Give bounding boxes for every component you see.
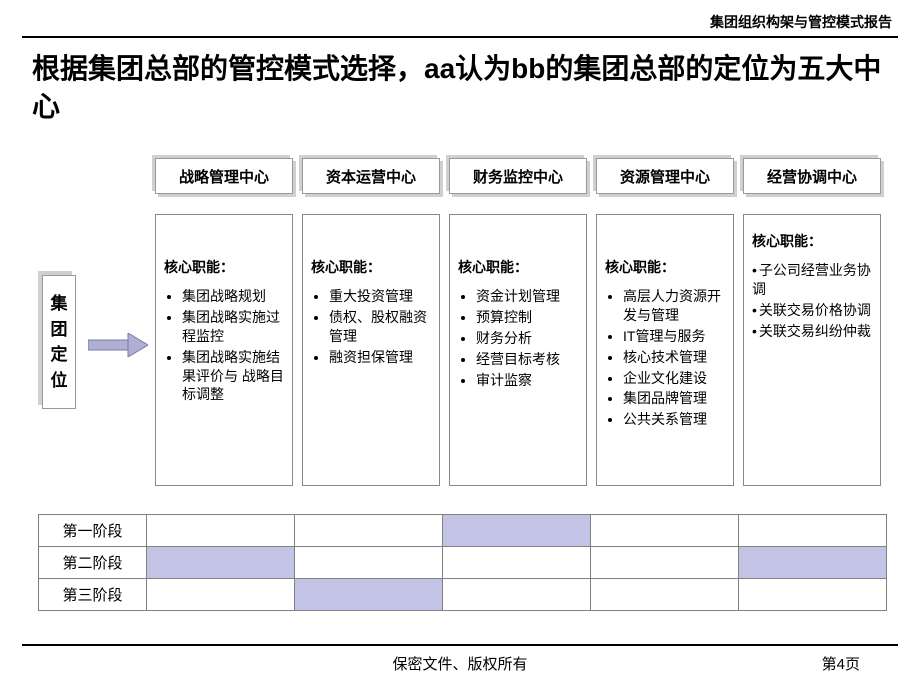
phase-cell: [739, 515, 887, 547]
phase-cell: [443, 579, 591, 611]
column-1-list: 集团战略规划 集团战略实施过程监控 集团战略实施结果评价与 战略目标调整: [164, 287, 284, 404]
center-tab-2: 资本运营中心: [302, 158, 440, 194]
list-item: 资金计划管理: [476, 287, 578, 306]
list-item: 集团战略实施过程监控: [182, 308, 284, 346]
list-item: 重大投资管理: [329, 287, 431, 306]
bottom-rule: [22, 644, 898, 646]
phase-cell-shaded: [147, 547, 295, 579]
table-row: 第二阶段: [39, 547, 887, 579]
phase-cell: [295, 515, 443, 547]
list-item: 企业文化建设: [623, 369, 725, 388]
core-label-3: 核心职能：: [458, 257, 578, 277]
list-item: 关联交易价格协调: [752, 301, 872, 320]
list-item: 审计监察: [476, 371, 578, 390]
table-row: 第一阶段: [39, 515, 887, 547]
phase-cell-shaded: [443, 515, 591, 547]
side-char-2: 团: [51, 317, 68, 343]
side-char-4: 位: [51, 368, 68, 394]
centers-row: 战略管理中心 资本运营中心 财务监控中心 资源管理中心 经营协调中心: [155, 158, 881, 194]
phase-cell-shaded: [295, 579, 443, 611]
phase-cell: [443, 547, 591, 579]
footer-page-number: 第4页: [822, 653, 860, 674]
core-label-5: 核心职能：: [752, 231, 872, 251]
list-item: 子公司经营业务协调: [752, 261, 872, 299]
phase-label-2: 第二阶段: [39, 547, 147, 579]
list-item: 集团品牌管理: [623, 389, 725, 408]
list-item: 经营目标考核: [476, 350, 578, 369]
center-tab-1: 战略管理中心: [155, 158, 293, 194]
list-item: 高层人力资源开发与管理: [623, 287, 725, 325]
list-item: 集团战略规划: [182, 287, 284, 306]
phase-cell-shaded: [739, 547, 887, 579]
column-4-list: 高层人力资源开发与管理 IT管理与服务 核心技术管理 企业文化建设 集团品牌管理…: [605, 287, 725, 429]
column-5: 核心职能： 子公司经营业务协调 关联交易价格协调 关联交易纠纷仲裁: [743, 214, 881, 486]
top-rule: [22, 36, 898, 38]
phase-cell: [591, 579, 739, 611]
core-label-1: 核心职能：: [164, 257, 284, 277]
list-item: 公共关系管理: [623, 410, 725, 429]
list-item: 预算控制: [476, 308, 578, 327]
center-tab-5: 经营协调中心: [743, 158, 881, 194]
center-tab-4: 资源管理中心: [596, 158, 734, 194]
side-label: 集 团 定 位: [42, 275, 76, 409]
phase-label-3: 第三阶段: [39, 579, 147, 611]
side-char-1: 集: [51, 291, 68, 317]
core-label-2: 核心职能：: [311, 257, 431, 277]
phase-cell: [295, 547, 443, 579]
column-4: 核心职能： 高层人力资源开发与管理 IT管理与服务 核心技术管理 企业文化建设 …: [596, 214, 734, 486]
list-item: 融资担保管理: [329, 348, 431, 367]
list-item: 核心技术管理: [623, 348, 725, 367]
phase-label-1: 第一阶段: [39, 515, 147, 547]
phase-table: 第一阶段 第二阶段 第三阶段: [38, 514, 887, 611]
phase-cell: [591, 515, 739, 547]
column-3-list: 资金计划管理 预算控制 财务分析 经营目标考核 审计监察: [458, 287, 578, 389]
column-5-list: 子公司经营业务协调 关联交易价格协调 关联交易纠纷仲裁: [752, 261, 872, 341]
side-char-3: 定: [51, 342, 68, 368]
column-3: 核心职能： 资金计划管理 预算控制 财务分析 经营目标考核 审计监察: [449, 214, 587, 486]
list-item: 财务分析: [476, 329, 578, 348]
phase-cell: [147, 515, 295, 547]
list-item: 关联交易纠纷仲裁: [752, 322, 872, 341]
slide-title: 根据集团总部的管控模式选择，aa认为bb的集团总部的定位为五大中心: [32, 50, 892, 126]
arrow-right-icon: [88, 333, 148, 357]
column-2: 核心职能： 重大投资管理 债权、股权融资管理 融资担保管理: [302, 214, 440, 486]
center-tab-3: 财务监控中心: [449, 158, 587, 194]
table-row: 第三阶段: [39, 579, 887, 611]
list-item: IT管理与服务: [623, 327, 725, 346]
columns-row: 核心职能： 集团战略规划 集团战略实施过程监控 集团战略实施结果评价与 战略目标…: [155, 214, 881, 486]
phase-cell: [147, 579, 295, 611]
footer-confidential: 保密文件、版权所有: [0, 653, 920, 674]
phase-cell: [591, 547, 739, 579]
phase-cell: [739, 579, 887, 611]
list-item: 集团战略实施结果评价与 战略目标调整: [182, 348, 284, 405]
column-1: 核心职能： 集团战略规划 集团战略实施过程监控 集团战略实施结果评价与 战略目标…: [155, 214, 293, 486]
column-2-list: 重大投资管理 债权、股权融资管理 融资担保管理: [311, 287, 431, 367]
document-header: 集团组织构架与管控模式报告: [710, 12, 892, 32]
core-label-4: 核心职能：: [605, 257, 725, 277]
list-item: 债权、股权融资管理: [329, 308, 431, 346]
